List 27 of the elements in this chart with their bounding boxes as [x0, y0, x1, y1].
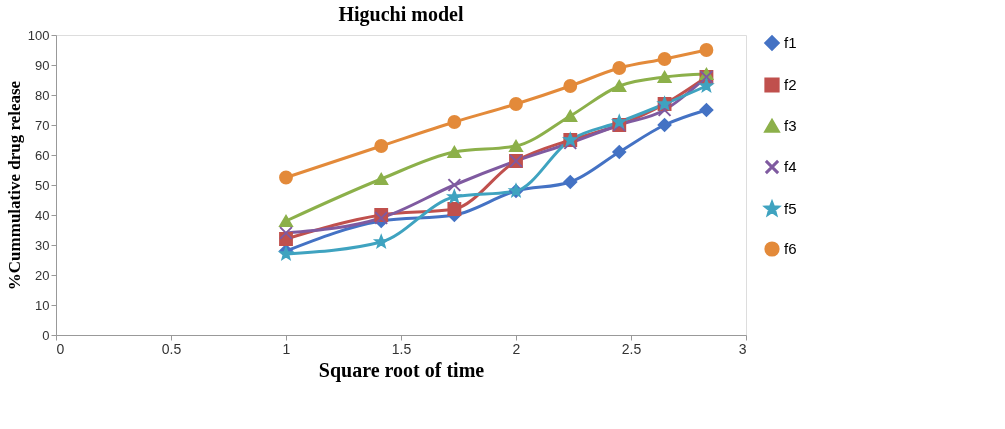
legend-label: f1	[784, 34, 797, 51]
x-tick-label: 2	[512, 340, 521, 357]
x-tick-label: 0.5	[161, 340, 182, 357]
x-tick-label: 1.5	[391, 340, 412, 357]
x-tick-label: 2.5	[621, 340, 642, 357]
chart-title: Higuchi model	[338, 3, 464, 26]
y-tick-label: 100	[27, 27, 50, 43]
y-tick-label: 50	[35, 177, 50, 193]
y-tick-label: 70	[35, 117, 50, 133]
x-axis-title: Square root of time	[318, 358, 485, 382]
y-tick-label: 40	[35, 207, 50, 223]
legend-label: f5	[784, 200, 797, 217]
legend-label: f3	[784, 117, 797, 134]
legend-label: f6	[784, 240, 797, 257]
y-tick-label: 60	[35, 147, 50, 163]
y-tick-label: 80	[35, 87, 50, 103]
y-tick-label: 20	[35, 267, 50, 283]
x-tick-label: 0	[56, 340, 65, 357]
y-tick-label: 90	[35, 57, 50, 73]
x-tick-label: 1	[282, 340, 291, 357]
y-tick-label: 0	[42, 327, 50, 343]
y-tick-label: 10	[35, 297, 50, 313]
y-axis-title: %Cummulative drug release	[4, 80, 24, 291]
x-tick-label: 3	[738, 340, 747, 357]
legend-label: f2	[784, 76, 797, 93]
y-tick-label: 30	[35, 237, 50, 253]
legend-label: f4	[784, 158, 797, 175]
